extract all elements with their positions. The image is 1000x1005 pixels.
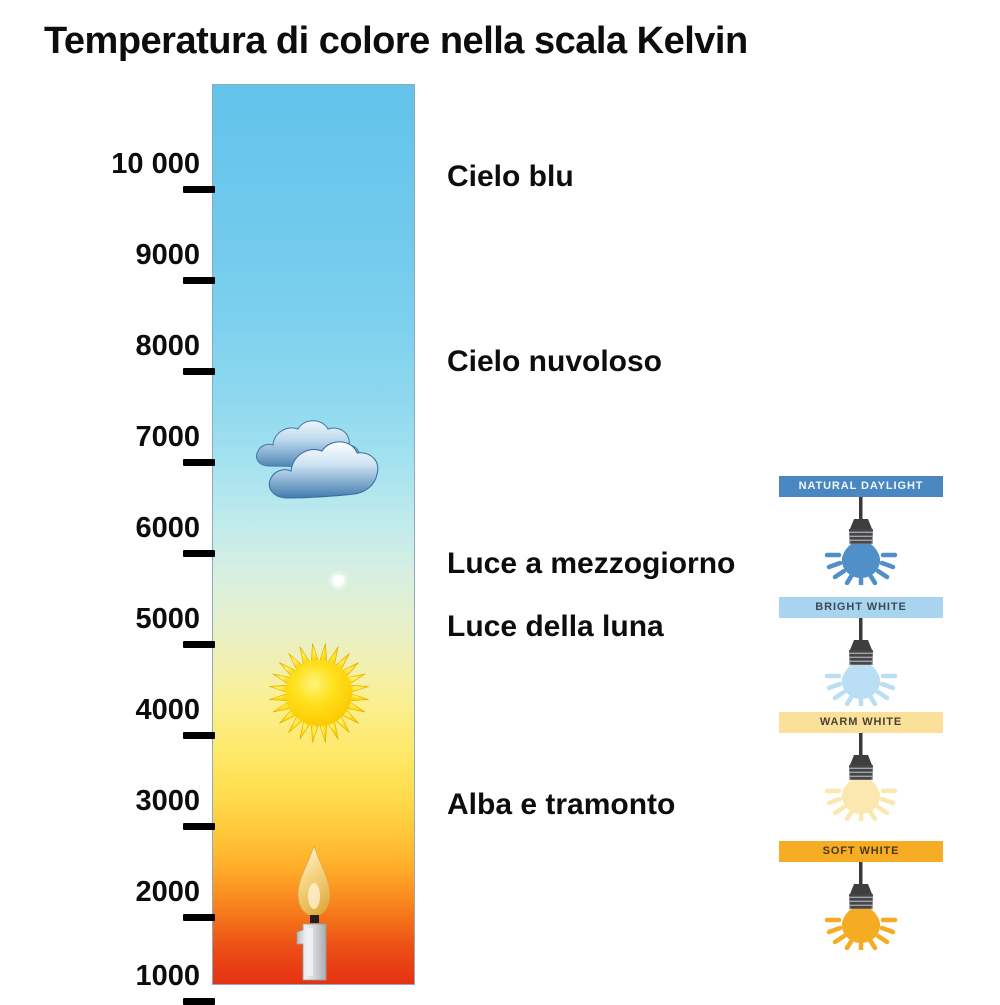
scale-description-label: Alba e tramonto [447, 788, 676, 821]
bulb-card[interactable]: BRIGHT WHITE [779, 597, 943, 706]
axis-tick-mark [183, 186, 215, 193]
axis-tick-label: 6000 [135, 512, 200, 544]
cloud-icon [256, 420, 379, 499]
bulb-card-art [779, 497, 943, 585]
scale-icon-candle [285, 840, 343, 990]
bulb-card-label: NATURAL DAYLIGHT [779, 476, 943, 497]
sun-icon [269, 643, 369, 743]
lightbulb-icon [824, 862, 898, 950]
lightbulb-icon [824, 733, 898, 821]
bulb-card[interactable]: NATURAL DAYLIGHT [779, 476, 943, 585]
scale-icon-sun [267, 641, 371, 750]
axis-tick-mark [183, 823, 215, 830]
axis-tick-label: 10 000 [111, 148, 200, 180]
axis-tick-mark [183, 368, 215, 375]
bulb-card-label: WARM WHITE [779, 712, 943, 733]
bulb-card-art [779, 733, 943, 821]
axis-tick-mark [183, 550, 215, 557]
scale-description-label: Luce della luna [447, 610, 664, 643]
axis-tick-label: 5000 [135, 603, 200, 635]
axis-tick-label: 1000 [135, 960, 200, 992]
axis-tick-label: 9000 [135, 239, 200, 271]
scale-icon-moon [333, 575, 344, 586]
page-title: Temperatura di colore nella scala Kelvin [44, 20, 748, 62]
scale-description-label: Luce a mezzogiorno [447, 547, 736, 580]
scale-description-label: Cielo nuvoloso [447, 345, 663, 378]
lightbulb-icon [824, 618, 898, 706]
scale-icon-cloud [248, 412, 380, 509]
axis-tick-label: 4000 [135, 694, 200, 726]
bulb-card-art [779, 618, 943, 706]
axis-tick-mark [183, 459, 215, 466]
axis-tick-mark [183, 998, 215, 1005]
axis-tick-mark [183, 641, 215, 648]
axis-tick-label: 3000 [135, 785, 200, 817]
candle-icon [296, 844, 331, 981]
bulb-card[interactable]: SOFT WHITE [779, 841, 943, 950]
scale-description-label: Cielo blu [447, 160, 574, 193]
axis-tick-label: 8000 [135, 330, 200, 362]
axis-tick-label: 2000 [135, 876, 200, 908]
axis-tick-mark [183, 732, 215, 739]
bulb-card-label: BRIGHT WHITE [779, 597, 943, 618]
kelvin-gradient-bar [212, 84, 415, 985]
bulb-card-label: SOFT WHITE [779, 841, 943, 862]
axis-tick-mark [183, 914, 215, 921]
axis-tick-label: 7000 [135, 421, 200, 453]
axis-tick-mark [183, 277, 215, 284]
bulb-card-art [779, 862, 943, 950]
bulb-card[interactable]: WARM WHITE [779, 712, 943, 821]
lightbulb-icon [824, 497, 898, 585]
